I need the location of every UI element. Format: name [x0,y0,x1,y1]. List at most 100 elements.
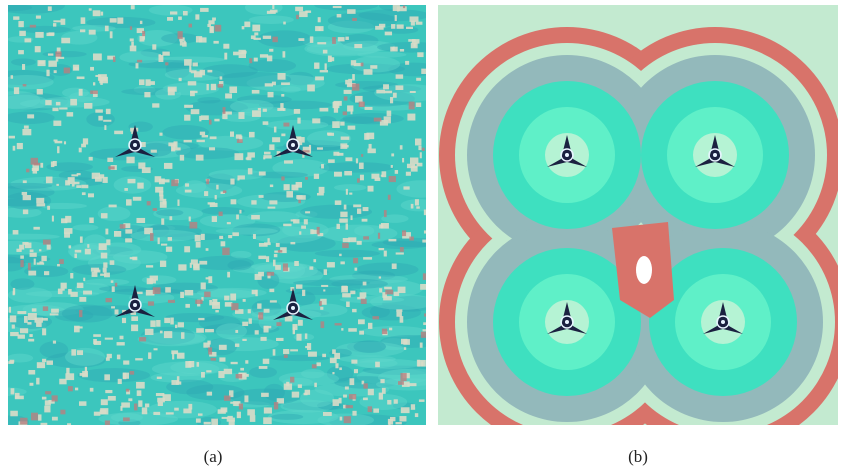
land-patch [339,367,342,370]
land-patch [378,233,380,239]
land-patch [406,172,411,176]
land-patch [325,63,327,70]
relief-shade [340,116,378,123]
land-patch [235,330,238,333]
land-patch [111,280,114,283]
land-patch [236,215,239,220]
land-patch [128,398,132,401]
land-patch [173,141,177,147]
land-patch [20,255,24,258]
land-patch [90,67,94,71]
land-patch [110,31,113,38]
land-patch [131,316,138,321]
land-patch [215,25,222,32]
land-patch [146,265,153,267]
land-patch [352,74,355,80]
land-patch [266,256,269,262]
land-patch [342,293,351,297]
land-patch [344,416,351,423]
relief-shade [20,26,71,33]
land-patch [159,133,162,136]
land-patch [286,191,293,197]
land-patch [185,290,194,295]
land-patch [20,418,27,425]
land-patch [263,417,272,424]
land-patch [269,49,273,52]
land-patch [224,369,232,374]
land-patch [46,70,49,77]
land-patch [397,24,404,28]
coverage-gap [636,256,652,284]
land-patch [168,237,172,241]
land-patch [330,358,337,363]
land-patch [8,361,14,364]
land-patch [420,152,422,158]
land-patch [130,46,137,52]
relief-shade [320,162,394,172]
land-patch [56,184,59,186]
land-patch [47,244,51,249]
land-patch [363,257,372,260]
land-patch [220,76,223,79]
land-patch [125,229,132,233]
land-patch [162,179,170,182]
land-patch [314,63,319,69]
land-patch [384,251,387,257]
land-patch [297,118,300,124]
land-patch [137,60,142,63]
land-patch [147,201,151,205]
land-patch [239,53,246,58]
land-patch [411,204,414,209]
land-patch [206,277,210,279]
land-patch [252,110,261,117]
land-patch [249,132,255,138]
land-patch [139,79,145,85]
land-patch [207,341,210,345]
relief-shade [271,414,303,420]
land-patch [249,58,252,63]
land-patch [416,78,421,81]
land-patch [137,390,142,396]
land-patch [19,31,26,36]
land-patch [261,393,269,397]
land-patch [218,371,224,378]
land-patch [204,422,211,425]
land-patch [35,46,41,52]
land-patch [45,391,51,394]
land-patch [373,408,379,412]
land-patch [251,200,256,204]
land-patch [130,38,134,41]
land-patch [345,37,349,40]
land-patch [333,152,339,156]
land-patch [211,419,218,425]
land-patch [125,238,132,242]
land-patch [385,32,392,36]
land-patch [228,235,232,238]
land-patch [36,203,45,206]
land-patch [235,344,239,347]
land-patch [39,249,41,251]
land-patch [272,37,277,43]
land-patch [152,103,159,107]
land-patch [178,322,184,327]
land-patch [296,15,299,19]
land-patch [332,37,336,44]
land-patch [165,287,171,292]
land-patch [61,19,66,25]
land-patch [361,63,364,67]
land-patch [172,353,174,360]
land-patch [105,229,108,235]
relief-shade [209,169,265,180]
land-patch [354,63,362,66]
land-patch [161,244,167,246]
land-patch [270,185,273,188]
land-patch [61,38,70,44]
land-patch [104,125,106,130]
land-patch [323,412,332,416]
land-patch [251,215,260,220]
land-patch [274,254,278,257]
land-patch [421,332,426,338]
land-patch [201,115,209,120]
land-patch [43,306,48,311]
land-patch [123,360,129,364]
